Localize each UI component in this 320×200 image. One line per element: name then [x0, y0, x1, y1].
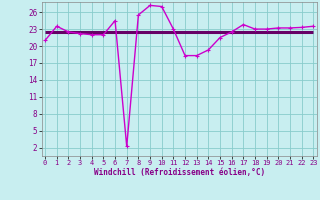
X-axis label: Windchill (Refroidissement éolien,°C): Windchill (Refroidissement éolien,°C): [94, 168, 265, 177]
